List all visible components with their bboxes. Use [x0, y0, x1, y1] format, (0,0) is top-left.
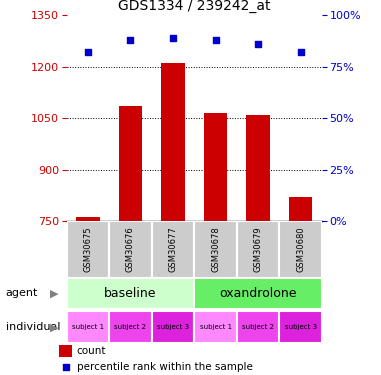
Bar [76, 217, 100, 221]
Point [170, 35, 176, 41]
Point [255, 41, 261, 47]
Text: count: count [77, 346, 106, 356]
Text: ▶: ▶ [50, 288, 58, 298]
Point [62, 364, 69, 370]
Text: agent: agent [6, 288, 38, 298]
Text: GSM30677: GSM30677 [168, 226, 178, 272]
Point [85, 49, 91, 55]
Bar [152, 221, 194, 278]
Bar [194, 221, 237, 278]
Bar [67, 221, 109, 278]
Bar [194, 311, 237, 343]
Text: subject 3: subject 3 [285, 324, 317, 330]
Bar [204, 113, 227, 221]
Text: GSM30678: GSM30678 [211, 226, 220, 272]
Point [298, 49, 304, 55]
Bar [279, 221, 322, 278]
Bar [161, 63, 185, 221]
Bar [59, 345, 72, 357]
Text: subject 2: subject 2 [242, 324, 274, 330]
Point [213, 37, 219, 43]
Bar [279, 311, 322, 343]
Text: baseline: baseline [104, 287, 157, 300]
Text: ▶: ▶ [50, 322, 58, 332]
Bar [237, 221, 279, 278]
Text: percentile rank within the sample: percentile rank within the sample [77, 362, 253, 372]
Bar [67, 278, 194, 309]
Text: oxandrolone: oxandrolone [219, 287, 297, 300]
Text: GSM30680: GSM30680 [296, 226, 305, 272]
Text: GSM30679: GSM30679 [254, 226, 263, 272]
Bar [119, 106, 142, 221]
Bar [247, 116, 270, 221]
Text: subject 1: subject 1 [200, 324, 232, 330]
Text: subject 2: subject 2 [115, 324, 146, 330]
Bar [289, 197, 312, 221]
Bar [237, 311, 279, 343]
Bar [109, 311, 152, 343]
Text: subject 1: subject 1 [72, 324, 104, 330]
Text: individual: individual [6, 322, 60, 332]
Text: GSM30676: GSM30676 [126, 226, 135, 272]
Bar [67, 311, 109, 343]
Text: subject 3: subject 3 [157, 324, 189, 330]
Bar [194, 278, 322, 309]
Title: GDS1334 / 239242_at: GDS1334 / 239242_at [118, 0, 271, 13]
Text: GSM30675: GSM30675 [83, 226, 93, 272]
Point [127, 37, 133, 43]
Bar [152, 311, 194, 343]
Bar [109, 221, 152, 278]
